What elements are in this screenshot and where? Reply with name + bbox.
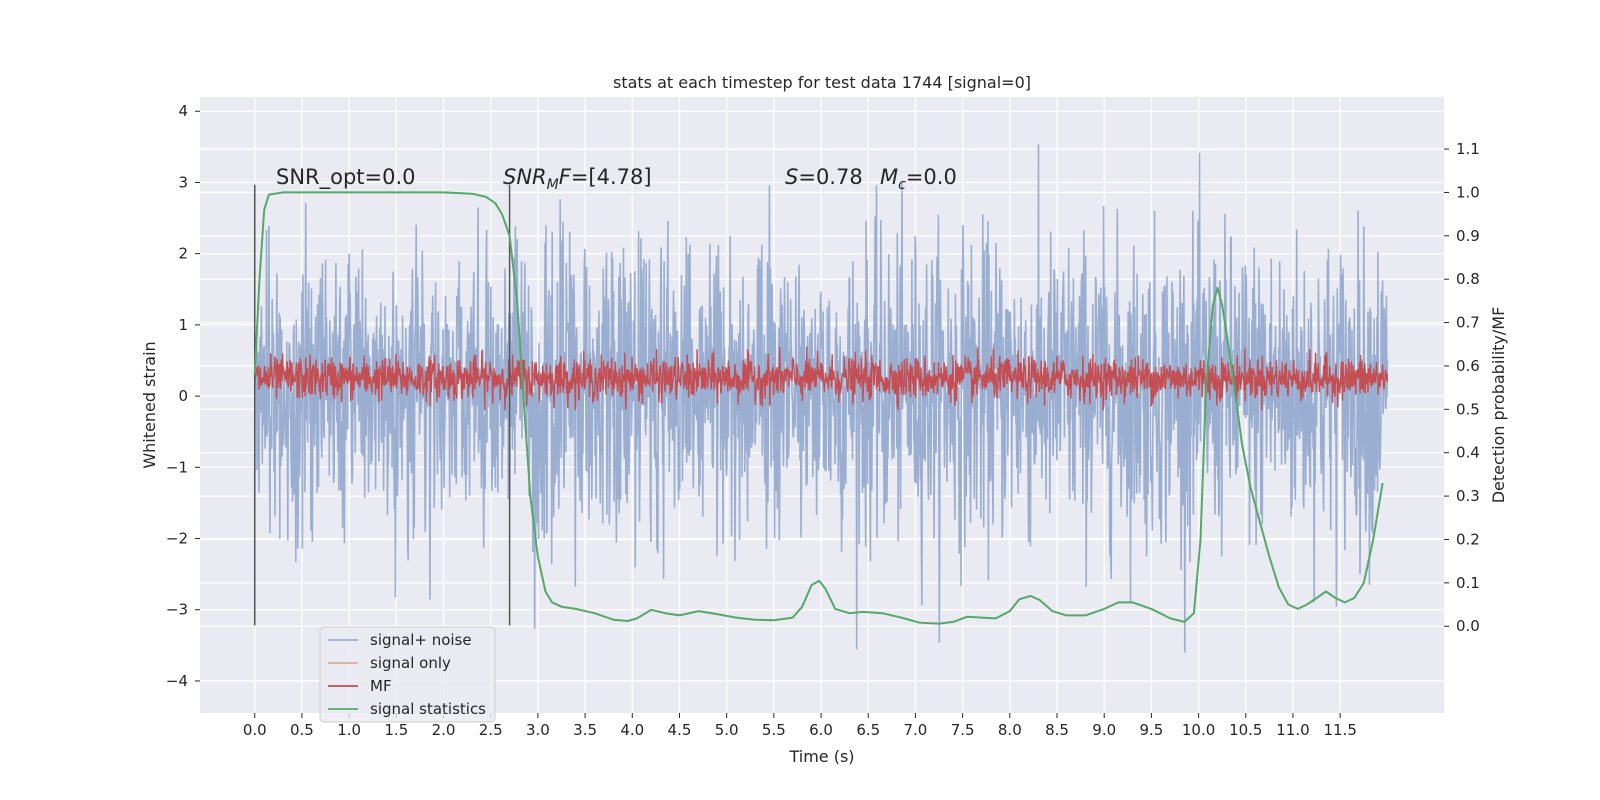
y-right-tick-label: 0.8 [1456,270,1480,288]
x-tick-label: 3.0 [526,721,550,739]
y-right-tick-label: 1.0 [1456,183,1480,201]
signal-statistics-line [253,191,1384,625]
series-mf [254,346,1389,411]
x-tick-label: 1.0 [337,721,361,739]
y-tick-label: −3 [166,601,188,619]
y-right-tick-label: 0.9 [1456,227,1480,245]
legend: signal+ noise signal only MF signal stat… [319,626,496,723]
x-tick-label: 11.0 [1276,721,1309,739]
x-tick-label: 9.0 [1092,721,1116,739]
x-tick-label: 1.5 [384,721,408,739]
signal-noise-line [253,144,1389,653]
x-tick-label: 3.5 [573,721,597,739]
y-right-tick-label: 0.4 [1456,444,1480,462]
annotation-mc-value: =0.0 [906,165,957,189]
x-tick-label: 10.5 [1229,721,1262,739]
y-right-tick-label: 0.6 [1456,357,1480,375]
series-signal-statistics [253,191,1384,625]
legend-label-mf: MF [370,677,392,695]
legend-label-signal-statistics: signal statistics [370,700,486,718]
annotation-snr-mf-symbol2: F [559,165,572,189]
annotation-snr-mf: SNRMF=[4.78] [503,165,652,193]
x-tick-label: 2.0 [432,721,456,739]
legend-box [319,626,496,723]
x-tick-label: 11.5 [1323,721,1356,739]
x-tick-label: 5.0 [715,721,739,739]
y-tick-label: 0 [178,387,188,405]
x-tick-label: 8.0 [998,721,1022,739]
y-tick-label: 2 [178,245,188,263]
annotation-snr-mf-value: =[4.78] [571,165,652,189]
annotation-snr-opt: SNR_opt=0.0 [276,165,416,190]
annotation-s-value: =0.78 [798,165,862,189]
x-tick-label: 0.5 [290,721,314,739]
y-axis-right-ticks: 1.1 1.0 0.9 0.8 0.7 0.6 0.5 0.4 0.3 0.2 0.1 0.0 [1444,140,1480,635]
y-tick-label: 3 [178,173,188,191]
y-tick-label: −1 [166,458,188,476]
annotation-mc-subscript: c [898,177,906,193]
mf-line [254,346,1389,411]
y-right-tick-label: 1.1 [1456,140,1480,158]
y-tick-label: 1 [178,316,188,334]
y-axis-left-ticks: 4 3 2 1 0 −1 −2 −3 −4 [166,102,200,690]
x-tick-label: 8.5 [1045,721,1069,739]
y-right-tick-label: 0.2 [1456,530,1480,548]
x-axis-ticks: 0.0 0.5 1.0 1.5 2.0 2.5 3.0 3.5 4.0 4.5 5.0 5.5 6.0 6… [243,713,1357,739]
y-right-tick-label: 0.5 [1456,400,1480,418]
annotation-s: S=0.78 [785,165,863,189]
annotation-mc-symbol: M [880,165,898,189]
x-tick-label: 4.5 [668,721,692,739]
annotation-mc: Mc=0.0 [880,165,957,193]
legend-label-signal-noise: signal+ noise [370,631,472,649]
y-right-tick-label: 0.0 [1456,617,1480,635]
y-tick-label: −2 [166,530,188,548]
chart-title: stats at each timestep for test data 174… [613,73,1031,92]
y-right-tick-label: 0.1 [1456,574,1480,592]
x-tick-label: 10.0 [1182,721,1215,739]
y-axis-right-label: Detection probability/MF [1489,307,1508,504]
y-axis-label: Whitened strain [140,341,159,468]
x-tick-label: 9.5 [1139,721,1163,739]
x-tick-label: 7.0 [904,721,928,739]
x-tick-label: 7.5 [951,721,975,739]
annotation-snr-mf-symbol: SNR [503,165,547,189]
y-right-tick-label: 0.7 [1456,314,1480,332]
x-tick-label: 5.5 [762,721,786,739]
x-tick-label: 6.5 [856,721,880,739]
x-tick-label: 0.0 [243,721,267,739]
annotation-s-symbol: S [785,165,798,189]
series-signal-noise [253,144,1389,653]
y-tick-label: −4 [166,672,188,690]
x-tick-label: 6.0 [809,721,833,739]
y-tick-label: 4 [178,102,188,120]
annotation-snr-mf-subscript: M [547,177,559,193]
legend-label-signal-only: signal only [370,654,451,672]
x-tick-label: 4.0 [620,721,644,739]
vertical-markers [253,184,511,626]
x-axis-label: Time (s) [788,747,854,766]
y-right-tick-label: 0.3 [1456,487,1480,505]
x-tick-label: 2.5 [479,721,503,739]
